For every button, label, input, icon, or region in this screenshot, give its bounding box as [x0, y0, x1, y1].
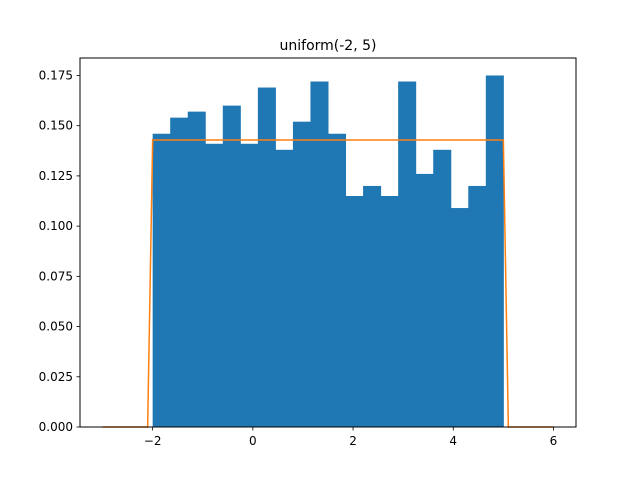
histogram-bar — [187, 111, 206, 427]
chart-title: uniform(-2, 5) — [280, 38, 377, 54]
histogram-bar — [222, 105, 241, 428]
histogram-bar — [240, 143, 259, 427]
x-tick-label: 6 — [550, 434, 558, 448]
histogram-bar — [292, 121, 311, 428]
histogram-bar — [450, 208, 469, 427]
y-tick-label: 0.025 — [39, 370, 73, 384]
y-axis: 0.000 0.025 0.050 0.075 0.100 0.125 0.150 0.175 — [39, 68, 80, 434]
x-tick-label: 2 — [349, 434, 357, 448]
histogram-bar — [170, 117, 189, 427]
histogram-bar — [380, 195, 399, 427]
histogram-bar — [257, 87, 276, 427]
histogram-bar — [152, 133, 171, 427]
y-tick-label: 0.075 — [39, 269, 73, 283]
histogram-bar — [205, 143, 224, 427]
x-axis: −2 0 2 4 6 — [144, 427, 557, 448]
histogram-bar — [415, 173, 434, 427]
x-tick-label: 4 — [449, 434, 457, 448]
histogram-bar — [275, 149, 294, 427]
histogram-bar — [310, 81, 329, 428]
histogram-bar — [468, 185, 487, 427]
histogram-bars — [152, 75, 504, 428]
histogram-bar — [345, 195, 364, 427]
y-tick-label: 0.150 — [39, 119, 73, 133]
plot-frame — [79, 57, 577, 428]
y-tick-label: 0.175 — [39, 68, 73, 82]
histogram-bar — [363, 185, 382, 427]
x-tick-label: −2 — [144, 434, 162, 448]
histogram-bar — [398, 81, 417, 428]
histogram-bar — [433, 149, 452, 427]
x-tick-label: 0 — [249, 434, 257, 448]
y-tick-label: 0.100 — [39, 219, 73, 233]
histogram-bar — [485, 75, 504, 428]
histogram-bar — [328, 133, 347, 427]
y-tick-label: 0.125 — [39, 169, 73, 183]
y-tick-label: 0.050 — [39, 320, 73, 334]
y-tick-label: 0.000 — [39, 420, 73, 434]
